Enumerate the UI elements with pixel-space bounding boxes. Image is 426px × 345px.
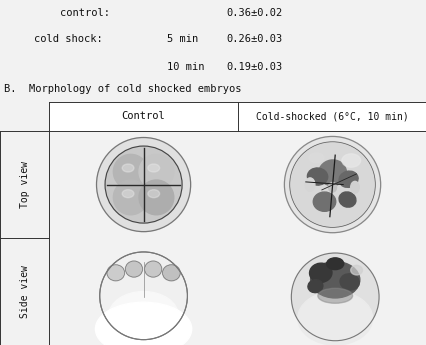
Ellipse shape xyxy=(350,265,362,275)
Ellipse shape xyxy=(95,302,191,345)
Text: control:: control: xyxy=(60,8,109,18)
Ellipse shape xyxy=(307,168,327,185)
Text: 0.36±0.02: 0.36±0.02 xyxy=(226,8,282,18)
Ellipse shape xyxy=(341,154,360,167)
Ellipse shape xyxy=(125,261,142,277)
Ellipse shape xyxy=(147,190,159,198)
Ellipse shape xyxy=(313,192,335,211)
Ellipse shape xyxy=(144,261,161,277)
Circle shape xyxy=(289,142,374,227)
Ellipse shape xyxy=(317,288,352,303)
Ellipse shape xyxy=(328,183,336,192)
Text: Cold-shocked (6°C, 10 min): Cold-shocked (6°C, 10 min) xyxy=(256,111,408,121)
Text: 0.19±0.03: 0.19±0.03 xyxy=(226,62,282,72)
Circle shape xyxy=(105,146,181,223)
Ellipse shape xyxy=(113,180,148,215)
Text: B.  Morphology of cold shocked embryos: B. Morphology of cold shocked embryos xyxy=(4,84,241,94)
Ellipse shape xyxy=(339,274,358,290)
Circle shape xyxy=(100,252,187,339)
Ellipse shape xyxy=(122,164,134,172)
Ellipse shape xyxy=(106,265,124,281)
Ellipse shape xyxy=(109,292,178,339)
Ellipse shape xyxy=(308,153,323,162)
Text: Top view: Top view xyxy=(20,161,29,208)
Ellipse shape xyxy=(307,280,322,293)
Ellipse shape xyxy=(305,178,314,191)
Ellipse shape xyxy=(338,171,357,187)
Ellipse shape xyxy=(139,180,173,215)
Circle shape xyxy=(291,253,378,341)
Ellipse shape xyxy=(310,262,359,298)
Ellipse shape xyxy=(318,160,345,186)
Text: Side view: Side view xyxy=(20,265,29,318)
Ellipse shape xyxy=(338,192,355,207)
Text: 10 min: 10 min xyxy=(166,62,204,72)
Ellipse shape xyxy=(139,154,173,189)
Circle shape xyxy=(284,136,380,233)
Text: cold shock:: cold shock: xyxy=(34,34,103,44)
Circle shape xyxy=(96,138,190,231)
Ellipse shape xyxy=(147,164,159,172)
Ellipse shape xyxy=(122,190,134,198)
Ellipse shape xyxy=(309,263,331,283)
Ellipse shape xyxy=(350,181,358,193)
Ellipse shape xyxy=(326,258,343,269)
Text: 0.26±0.03: 0.26±0.03 xyxy=(226,34,282,44)
Ellipse shape xyxy=(162,265,180,281)
Ellipse shape xyxy=(297,292,372,345)
Ellipse shape xyxy=(113,154,148,189)
Text: Control: Control xyxy=(121,111,165,121)
Text: 5 min: 5 min xyxy=(166,34,197,44)
